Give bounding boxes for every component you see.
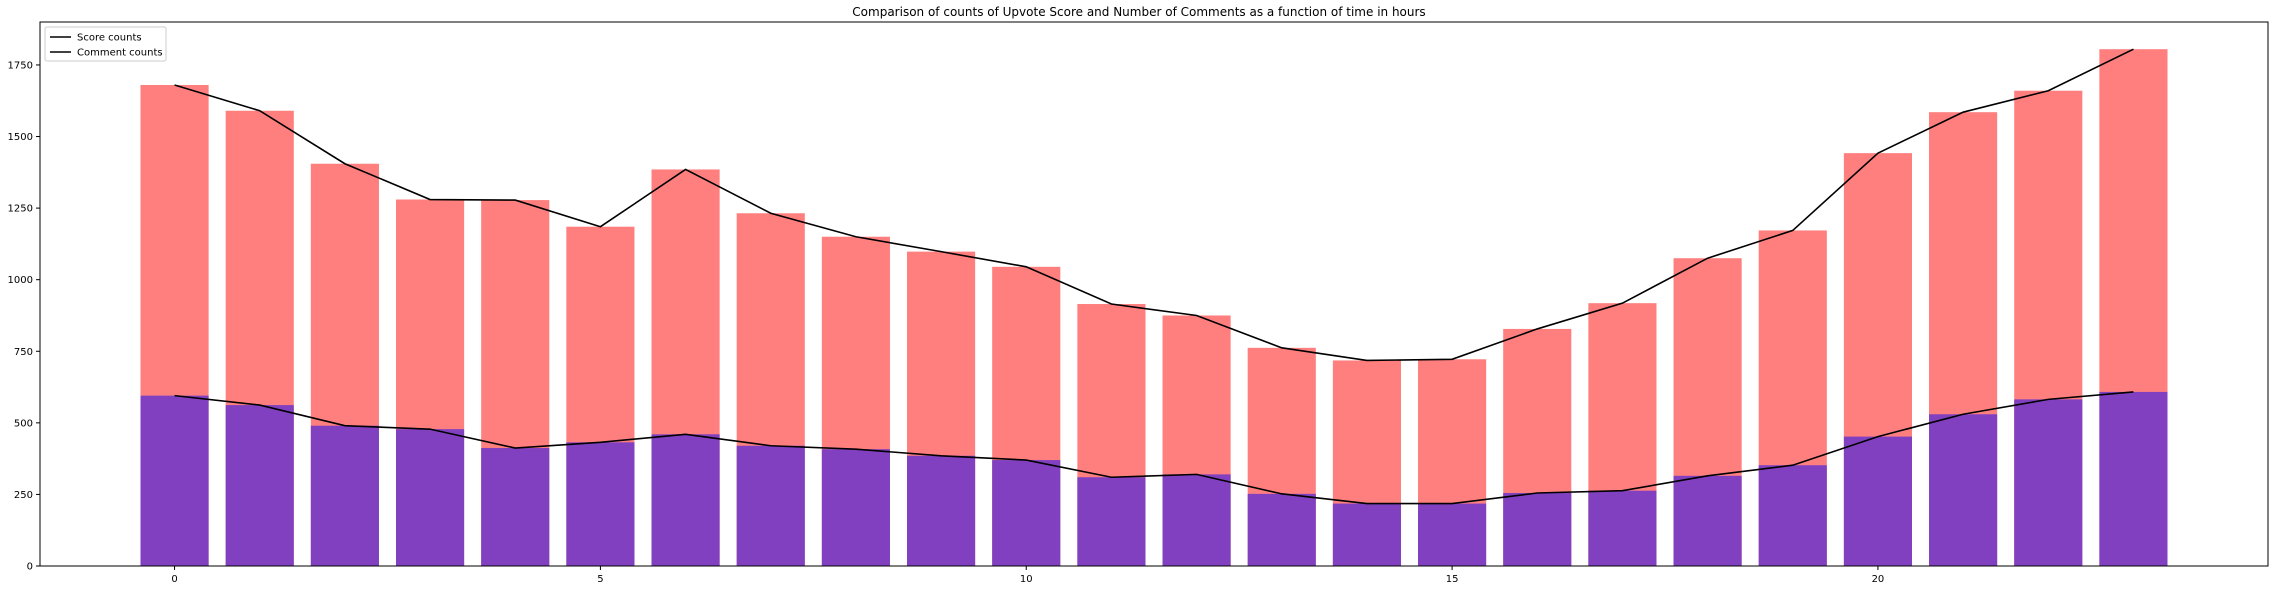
bar-comment-3 bbox=[396, 429, 465, 566]
bar-comment-13 bbox=[1247, 493, 1316, 566]
bar-comment-23 bbox=[2099, 391, 2168, 566]
y-tick-label-250: 250 bbox=[14, 490, 33, 501]
chart-title: Comparison of counts of Upvote Score and… bbox=[852, 5, 1425, 19]
comment-bars bbox=[140, 391, 2168, 566]
bar-comment-11 bbox=[1077, 477, 1146, 566]
y-tick-label-500: 500 bbox=[14, 418, 33, 429]
y-tick-label-0: 0 bbox=[27, 562, 33, 573]
bar-comment-2 bbox=[310, 425, 379, 566]
bar-comment-8 bbox=[821, 449, 890, 566]
bar-comment-20 bbox=[1843, 436, 1912, 566]
x-tick-label-20: 20 bbox=[1872, 574, 1885, 585]
x-axis: 0 5 10 15 20 bbox=[171, 566, 1884, 585]
y-tick-label-1750: 1750 bbox=[8, 60, 33, 71]
bar-comment-7 bbox=[736, 445, 805, 566]
legend-box bbox=[44, 26, 167, 62]
x-tick-label-15: 15 bbox=[1446, 574, 1459, 585]
bar-comment-17 bbox=[1588, 490, 1657, 566]
bar-comment-19 bbox=[1758, 465, 1827, 566]
y-tick-label-1500: 1500 bbox=[8, 132, 33, 143]
bar-comment-10 bbox=[992, 460, 1061, 566]
x-tick-label-5: 5 bbox=[597, 574, 603, 585]
y-tick-label-1000: 1000 bbox=[8, 275, 33, 286]
bar-comment-16 bbox=[1503, 492, 1572, 566]
line-comment bbox=[174, 391, 2134, 505]
bar-comment-0 bbox=[140, 395, 209, 566]
plot-frame bbox=[39, 21, 2269, 567]
line-score bbox=[174, 48, 2134, 362]
bar-comment-4 bbox=[481, 448, 550, 566]
y-tick-label-750: 750 bbox=[14, 347, 33, 358]
bar-comment-6 bbox=[651, 434, 720, 566]
legend-label-comment: Comment counts bbox=[77, 48, 163, 59]
bar-comment-18 bbox=[1673, 475, 1742, 566]
bar-comment-5 bbox=[566, 442, 635, 566]
bar-comment-12 bbox=[1162, 474, 1231, 566]
bar-comment-21 bbox=[1929, 414, 1998, 566]
bar-comment-9 bbox=[907, 455, 976, 566]
y-tick-label-1250: 1250 bbox=[8, 204, 33, 215]
series-lines bbox=[174, 48, 2134, 505]
bar-comment-22 bbox=[2014, 399, 2083, 566]
y-axis: 0 250 500 750 1000 1250 1500 1750 bbox=[8, 60, 40, 573]
legend-label-score: Score counts bbox=[77, 33, 142, 44]
bar-comment-15 bbox=[1418, 503, 1487, 566]
legend: Score counts Comment counts bbox=[44, 26, 167, 62]
bar-comment-1 bbox=[225, 405, 294, 566]
x-tick-label-0: 0 bbox=[171, 574, 177, 585]
bar-comment-14 bbox=[1332, 503, 1401, 566]
x-tick-label-10: 10 bbox=[1020, 574, 1033, 585]
